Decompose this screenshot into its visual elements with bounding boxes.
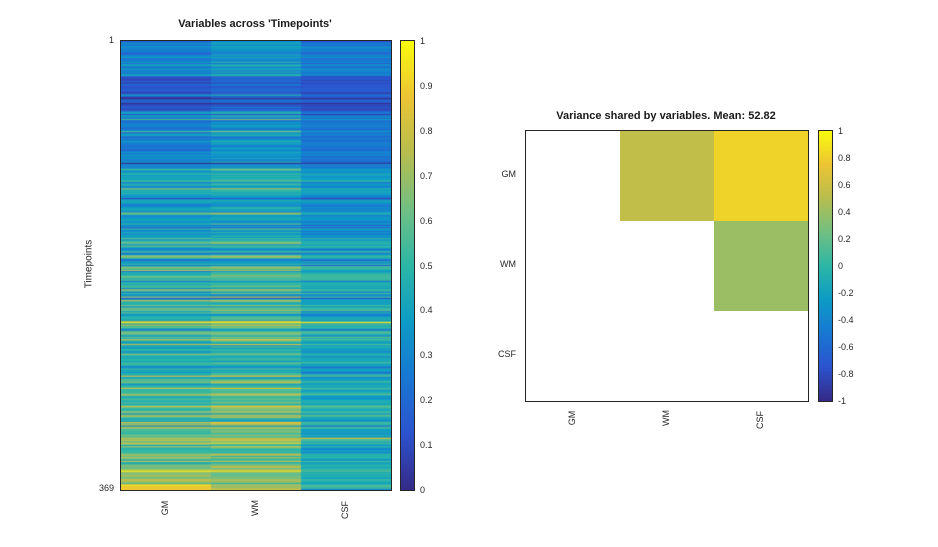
left-xtick-gm: GM	[160, 500, 170, 516]
left-colorbar-tick-labels: 1 0.9 0.8 0.7 0.6 0.5 0.4 0.3 0.2 0.1 0	[420, 36, 450, 495]
left-colorbar	[400, 40, 415, 491]
colorbar-tick-label: 0.8	[420, 125, 433, 136]
colorbar-tick-label: -0.2	[838, 288, 854, 298]
left-ytick-first: 1	[108, 35, 114, 45]
right-ytick-wm: WM	[500, 259, 516, 269]
colorbar-tick-label: 1	[838, 126, 844, 136]
colorbar-tick-label: -0.6	[838, 342, 854, 352]
left-ytick-last: 369	[98, 483, 114, 493]
right-xtick-gm: GM	[567, 410, 577, 426]
right-colorbar-tick-labels: 1 0.8 0.6 0.4 0.2 0 -0.2 -0.4 -0.6 -0.8 -1	[838, 126, 868, 406]
colorbar-tick-label: 0.1	[420, 440, 433, 451]
colorbar-tick-label: 0.5	[420, 260, 433, 271]
left-y-axis-label: Timepoints	[83, 239, 95, 289]
right-ytick-csf: CSF	[498, 349, 516, 359]
left-xtick-csf: CSF	[340, 501, 350, 519]
timepoints-heatmap-plot	[120, 40, 392, 491]
colorbar-tick-label: 0.6	[838, 180, 851, 190]
right-colorbar	[818, 130, 833, 402]
right-ytick-gm: GM	[501, 169, 517, 179]
colorbar-tick-label: 0.4	[838, 207, 851, 217]
colorbar-tick-label: 0.4	[420, 305, 433, 316]
colorbar-tick-label: 1	[420, 36, 426, 46]
left-chart-title: Variables across 'Timepoints'	[178, 18, 332, 30]
colorbar-tick-label: 0.7	[420, 170, 433, 181]
matrix-cell-gm-csf	[714, 131, 808, 221]
colorbar-tick-label: 0	[838, 261, 844, 271]
left-xtick-wm: WM	[250, 500, 260, 516]
colorbar-tick-label: -0.8	[838, 369, 854, 379]
colorbar-tick-label: 0.3	[420, 350, 433, 361]
right-xtick-csf: CSF	[755, 411, 765, 429]
matrix-cell-wm-csf	[714, 221, 808, 311]
right-xtick-wm: WM	[661, 410, 671, 426]
colorbar-tick-label: 0.9	[420, 80, 433, 91]
matrix-cell-gm-wm	[620, 131, 714, 221]
variance-matrix-plot	[525, 130, 809, 402]
colorbar-tick-label: 0.8	[838, 153, 851, 163]
colorbar-tick-label: -1	[838, 396, 847, 406]
colorbar-tick-label: 0	[420, 485, 426, 495]
colorbar-tick-label: 0.2	[838, 234, 851, 244]
colorbar-tick-label: 0.6	[420, 215, 433, 226]
right-chart-title: Variance shared by variables. Mean: 52.8…	[556, 110, 776, 122]
colorbar-tick-label: -0.4	[838, 315, 854, 325]
colorbar-tick-label: 0.2	[420, 395, 433, 406]
